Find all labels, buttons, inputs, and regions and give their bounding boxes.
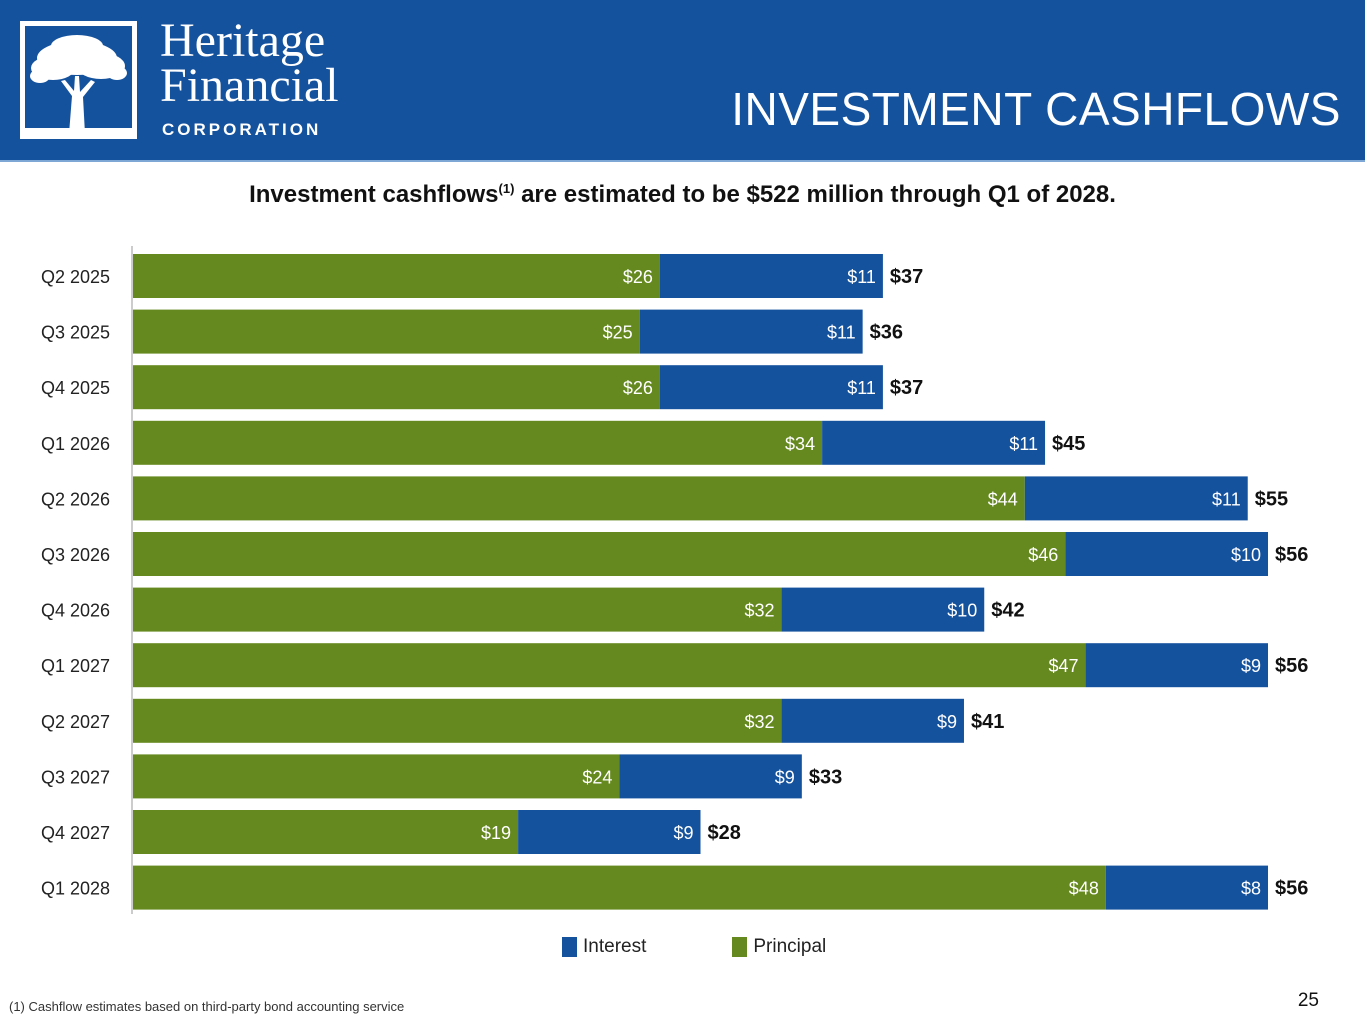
- data-label-interest-q3-2027: $9: [775, 767, 795, 787]
- data-label-principal-q3-2027: $24: [582, 767, 612, 787]
- data-label-principal-q1-2028: $48: [1069, 879, 1099, 899]
- bar-interest-q2-2027: [781, 698, 964, 743]
- category-label-q2-2025: Q2 2025: [41, 267, 110, 287]
- subtitle-text-start: Investment cashflows: [249, 181, 499, 208]
- data-label-principal-q4-2027: $19: [481, 823, 511, 843]
- category-label-q4-2027: Q4 2027: [41, 823, 110, 843]
- total-label-q3-2026: $56: [1275, 544, 1308, 566]
- bar-interest-q3-2025: [639, 309, 863, 354]
- data-label-principal-q1-2027: $47: [1049, 656, 1079, 676]
- bar-principal-q2-2026: [133, 476, 1025, 521]
- data-label-principal-q2-2027: $32: [745, 712, 775, 732]
- category-label-q4-2025: Q4 2025: [41, 378, 110, 398]
- tree-icon: [25, 35, 132, 134]
- data-label-principal-q2-2026: $44: [988, 489, 1018, 509]
- bar-interest-q1-2027: [1085, 643, 1268, 688]
- data-label-interest-q4-2026: $10: [947, 601, 977, 621]
- header-divider: [0, 160, 1365, 162]
- category-label-q1-2027: Q1 2027: [41, 656, 110, 676]
- category-label-q3-2027: Q3 2027: [41, 767, 110, 787]
- total-label-q1-2026: $45: [1052, 433, 1085, 455]
- category-label-q3-2025: Q3 2025: [41, 323, 110, 343]
- logo-line-financial: Financial: [160, 59, 339, 112]
- data-label-principal-q1-2026: $34: [785, 434, 815, 454]
- total-label-q4-2027: $28: [708, 822, 741, 844]
- cashflow-bar-chart: Q2 2025 $26 $11 $37 Q3 2025 $25 $11 $36 Q4 2025 $…: [41, 246, 1308, 914]
- data-label-interest-q4-2027: $9: [673, 823, 693, 843]
- bar-principal-q2-2025: [133, 254, 660, 298]
- data-label-interest-q2-2026: $11: [1212, 489, 1241, 509]
- bar-principal-q1-2026: [133, 420, 823, 465]
- logo-line-heritage: Heritage: [160, 14, 326, 67]
- bar-principal-q3-2025: [133, 309, 640, 354]
- total-label-q4-2026: $42: [991, 600, 1024, 622]
- category-label-q4-2026: Q4 2026: [41, 601, 110, 621]
- legend-swatch-interest: [562, 937, 577, 957]
- logo-line-corporation: CORPORATION: [162, 120, 322, 139]
- legend-label-principal: Principal: [753, 936, 827, 957]
- category-label-q1-2026: Q1 2026: [41, 434, 110, 454]
- data-label-interest-q3-2025: $11: [827, 323, 856, 343]
- data-label-principal-q3-2025: $25: [603, 323, 633, 343]
- data-label-interest-q1-2028: $8: [1241, 879, 1261, 899]
- header-banner: Heritage Financial CORPORATION INVESTMEN…: [0, 0, 1365, 160]
- category-label-q2-2026: Q2 2026: [41, 489, 110, 509]
- company-logo: [20, 21, 137, 139]
- bar-principal-q4-2027: [133, 810, 519, 854]
- total-label-q2-2025: $37: [890, 266, 923, 288]
- chart-subtitle: Investment cashflows(1) are estimated to…: [0, 181, 1365, 209]
- total-label-q4-2025: $37: [890, 377, 923, 399]
- bar-principal-q4-2026: [133, 587, 782, 632]
- bar-principal-q3-2026: [133, 532, 1066, 576]
- subtitle-footnote-ref: (1): [498, 181, 515, 196]
- data-label-principal-q3-2026: $46: [1028, 545, 1058, 565]
- data-label-principal-q2-2025: $26: [623, 267, 653, 287]
- subtitle-text-end: are estimated to be $522 million through…: [514, 181, 1116, 208]
- footnote: (1) Cashflow estimates based on third-pa…: [9, 999, 405, 1014]
- slide-title: INVESTMENT CASHFLOWS: [731, 83, 1341, 135]
- bar-interest-q4-2026: [781, 587, 985, 632]
- total-label-q3-2027: $33: [809, 766, 842, 788]
- bar-principal-q2-2027: [133, 698, 782, 743]
- chart-legend: Interest Principal: [562, 936, 826, 958]
- data-label-interest-q1-2027: $9: [1241, 656, 1261, 676]
- category-label-q3-2026: Q3 2026: [41, 545, 110, 565]
- legend-item-interest: Interest: [562, 936, 646, 958]
- data-label-interest-q2-2025: $11: [847, 267, 876, 287]
- bar-interest-q2-2026: [1024, 476, 1248, 521]
- data-label-interest-q1-2026: $11: [1009, 434, 1038, 454]
- bar-principal-q3-2027: [133, 754, 620, 799]
- total-label-q2-2027: $41: [971, 711, 1004, 733]
- bar-interest-q1-2026: [822, 420, 1046, 465]
- bar-interest-q4-2027: [518, 810, 701, 854]
- bar-interest-q4-2025: [659, 365, 883, 410]
- bar-interest-q3-2026: [1065, 532, 1268, 576]
- logo-wordmark: Heritage Financial: [160, 14, 339, 112]
- data-label-principal-q4-2025: $26: [623, 378, 653, 398]
- bar-principal-q1-2027: [133, 643, 1086, 688]
- bar-principal-q1-2028: [133, 865, 1106, 910]
- category-label-q1-2028: Q1 2028: [41, 879, 110, 899]
- data-label-interest-q2-2027: $9: [937, 712, 957, 732]
- legend-label-interest: Interest: [583, 936, 647, 957]
- total-label-q2-2026: $55: [1255, 488, 1288, 510]
- category-label-q2-2027: Q2 2027: [41, 712, 110, 732]
- bar-interest-q2-2025: [659, 254, 883, 298]
- total-label-q1-2028: $56: [1275, 878, 1308, 900]
- total-label-q1-2027: $56: [1275, 655, 1308, 677]
- legend-item-principal: Principal: [732, 936, 826, 958]
- bar-interest-q1-2028: [1105, 865, 1268, 910]
- bar-principal-q4-2025: [133, 365, 660, 410]
- legend-swatch-principal: [732, 937, 748, 957]
- bar-interest-q3-2027: [619, 754, 802, 799]
- data-label-interest-q3-2026: $10: [1231, 545, 1261, 565]
- data-label-principal-q4-2026: $32: [745, 601, 775, 621]
- page-number: 25: [1297, 990, 1319, 1011]
- data-label-interest-q4-2025: $11: [847, 378, 876, 398]
- total-label-q3-2025: $36: [870, 322, 903, 344]
